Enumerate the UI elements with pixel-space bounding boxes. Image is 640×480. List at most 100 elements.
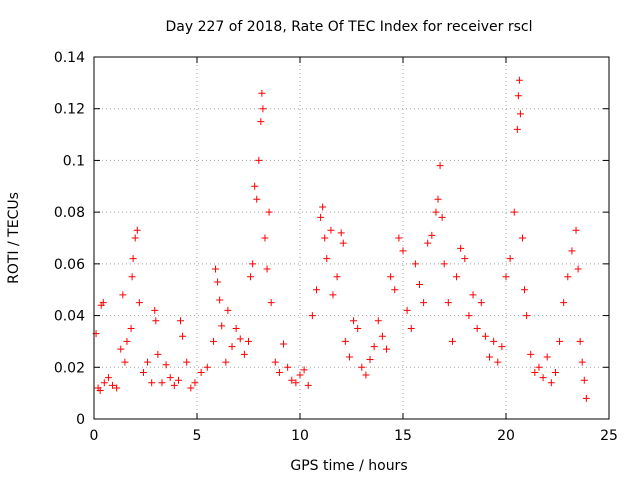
data-point	[366, 356, 374, 364]
data-point	[560, 299, 568, 307]
data-point	[222, 358, 230, 366]
data-point	[151, 306, 159, 314]
data-point	[486, 353, 494, 361]
data-point	[304, 381, 312, 389]
data-point	[288, 376, 296, 384]
data-point	[399, 247, 407, 255]
data-point	[424, 239, 432, 247]
data-point	[131, 234, 139, 242]
data-point	[263, 265, 271, 273]
data-point	[212, 265, 220, 273]
data-point	[144, 358, 152, 366]
data-point	[341, 337, 349, 345]
data-point	[370, 343, 378, 351]
data-point	[265, 208, 273, 216]
chart-title: Day 227 of 2018, Rate Of TEC Index for r…	[165, 19, 532, 35]
data-point	[119, 291, 127, 299]
data-point	[337, 229, 345, 237]
data-point	[572, 226, 580, 234]
data-point	[329, 291, 337, 299]
data-point	[494, 358, 502, 366]
data-point	[515, 76, 523, 84]
data-point	[547, 379, 555, 387]
data-point	[170, 381, 178, 389]
data-point	[123, 337, 131, 345]
data-point	[407, 325, 415, 332]
data-point	[121, 358, 129, 366]
data-point	[247, 273, 255, 281]
data-point	[523, 312, 531, 320]
data-point	[578, 358, 586, 366]
data-points	[92, 76, 590, 402]
data-point	[354, 325, 362, 332]
data-point	[251, 182, 259, 190]
data-point	[224, 306, 232, 314]
grid-lines	[94, 57, 609, 419]
data-point	[428, 231, 436, 239]
y-tick-label: 0.02	[54, 360, 85, 376]
data-point	[267, 299, 275, 307]
data-point	[284, 363, 292, 371]
data-point	[391, 286, 399, 294]
data-point	[117, 345, 125, 353]
data-point	[568, 247, 576, 255]
data-point	[158, 379, 166, 387]
data-point	[135, 299, 143, 307]
data-point	[436, 162, 444, 170]
data-point	[259, 105, 267, 113]
x-tick-label: 0	[90, 428, 99, 444]
data-point	[327, 226, 335, 234]
data-point	[490, 337, 498, 345]
data-point	[535, 363, 543, 371]
data-point	[358, 363, 366, 371]
data-point	[498, 343, 506, 351]
x-tick-label: 25	[600, 428, 618, 444]
data-point	[152, 317, 160, 325]
data-point	[477, 299, 485, 307]
data-point	[216, 296, 224, 304]
data-point	[249, 260, 257, 268]
y-tick-label: 0.1	[63, 153, 85, 169]
y-tick-label: 0.14	[54, 50, 85, 66]
data-point	[531, 368, 539, 376]
data-point	[257, 118, 265, 126]
data-point	[527, 350, 535, 358]
data-point	[440, 260, 448, 268]
data-point	[444, 299, 452, 307]
data-point	[539, 374, 547, 382]
data-point	[232, 325, 240, 332]
data-point	[203, 363, 211, 371]
data-point	[323, 255, 331, 263]
data-point	[253, 195, 261, 203]
x-axis-label: GPS time / hours	[290, 458, 407, 474]
data-point	[191, 379, 199, 387]
data-point	[308, 312, 316, 320]
data-point	[420, 299, 428, 307]
data-point	[275, 368, 283, 376]
data-point	[129, 255, 137, 263]
data-point	[564, 273, 572, 281]
y-tick-label: 0	[76, 412, 85, 428]
data-point	[96, 387, 104, 395]
data-point	[350, 317, 358, 325]
data-point	[461, 255, 469, 263]
data-point	[551, 368, 559, 376]
data-point	[434, 195, 442, 203]
data-point	[183, 358, 191, 366]
data-point	[317, 213, 325, 221]
data-point	[261, 234, 269, 242]
data-point	[245, 337, 252, 345]
data-point	[296, 371, 304, 379]
data-point	[127, 325, 135, 332]
data-point	[179, 332, 187, 340]
data-point	[469, 291, 477, 299]
data-point	[148, 379, 156, 387]
data-point	[465, 312, 473, 320]
data-point	[312, 286, 320, 294]
data-point	[387, 273, 395, 281]
data-point	[378, 332, 386, 340]
y-tick-labels: 0 0.02 0.04 0.06 0.08 0.1 0.12 0.14	[54, 50, 85, 428]
data-point	[543, 353, 551, 361]
